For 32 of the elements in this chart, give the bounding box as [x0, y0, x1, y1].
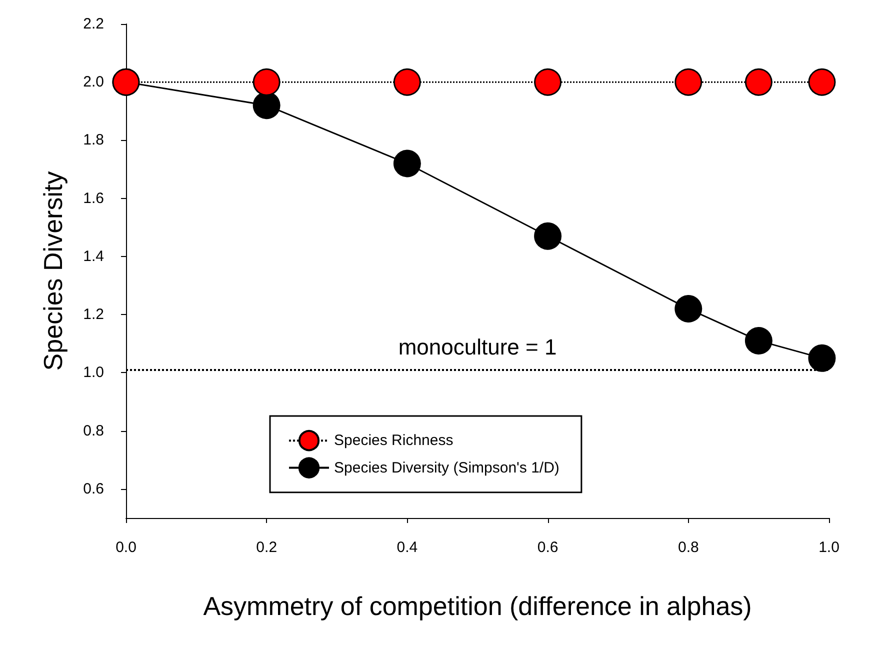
- point: [252, 68, 280, 96]
- x-tick-label: 0.8: [678, 539, 699, 556]
- y-tick-label: 0.6: [83, 480, 104, 498]
- y-axis-title: Species Diversity: [38, 171, 68, 371]
- point: [808, 68, 836, 96]
- ref-line-label: monoculture = 1: [398, 334, 557, 360]
- text: 1.0: [818, 539, 840, 556]
- point: [674, 295, 702, 323]
- x-tick-label: 0.6: [537, 539, 558, 556]
- point: [393, 68, 421, 96]
- x-axis-title: Asymmetry of competition (difference in alphas): [203, 591, 752, 621]
- point: [674, 68, 702, 96]
- y-tick-label: 2.2: [83, 16, 104, 32]
- point: [534, 68, 562, 96]
- y-tick-label: 1.8: [83, 132, 104, 149]
- text: 2.0: [83, 74, 104, 91]
- text: 0.0: [116, 539, 136, 556]
- x-tick-label: 0.2: [256, 539, 278, 556]
- y-tick-label: 0.8: [83, 422, 104, 440]
- legend-label: Species Richness: [334, 432, 454, 450]
- y-tick-label: 1.4: [83, 248, 104, 265]
- y-tick-label: 1.6: [83, 190, 104, 207]
- point: [534, 222, 562, 250]
- point: [744, 68, 772, 96]
- point: [744, 326, 772, 354]
- point: [252, 92, 280, 120]
- legend-label: Species Diversity (Simpson's 1/D): [334, 459, 560, 476]
- point: [393, 150, 421, 178]
- x-tick-label: 0.4: [396, 539, 418, 556]
- point: [808, 344, 836, 372]
- y-tick-label: 1.2: [83, 306, 104, 324]
- text: 1.0: [83, 364, 104, 382]
